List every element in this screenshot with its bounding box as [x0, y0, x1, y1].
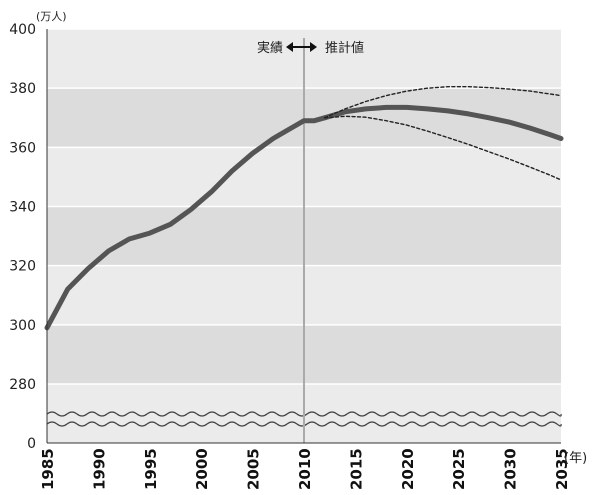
- y-tick-labels: 0 280 300 320 340 360 380 400: [9, 22, 36, 452]
- y-tick-label: 280: [9, 377, 36, 393]
- x-tick-label: 2015: [347, 448, 365, 490]
- y-axis-unit-label: (万人): [36, 10, 67, 23]
- x-tick-label: 2020: [399, 448, 417, 490]
- break-wave-lower: [46, 421, 562, 427]
- y-tick-label: 360: [9, 140, 36, 156]
- series-layer: [44, 85, 564, 331]
- y-tick-label: 340: [9, 200, 36, 216]
- y-tick-label: 380: [9, 81, 36, 97]
- x-tick-label: 2010: [296, 448, 314, 490]
- x-tick-label: 1985: [39, 448, 57, 490]
- actual-annotation: 実績: [257, 40, 283, 56]
- x-axis-unit-label: (年): [564, 451, 587, 466]
- x-tick-label: 2030: [502, 448, 520, 490]
- y-tick-label: 0: [27, 436, 36, 452]
- x-tick-label: 2025: [450, 448, 468, 490]
- x-tick-label: 2035: [553, 448, 571, 490]
- x-tick-labels: 1985 1990 1995 2000 2005 2010 2015 2020 2025 2030…: [39, 448, 571, 490]
- x-tick-label: 2005: [245, 448, 263, 490]
- y-tick-label: 300: [9, 318, 36, 334]
- series-line-3: [323, 85, 562, 119]
- double-arrow-icon: [286, 42, 317, 52]
- x-tick-label: 1995: [142, 448, 160, 490]
- series-line-1: [44, 115, 328, 331]
- series-line-4: [323, 115, 562, 181]
- series-line-2: [322, 104, 564, 141]
- x-tick-label: 2000: [193, 448, 211, 490]
- break-wave-upper: [46, 411, 562, 417]
- y-tick-label: 400: [9, 22, 36, 38]
- x-tick-label: 1990: [90, 448, 108, 490]
- y-tick-label: 320: [9, 259, 36, 275]
- estimate-annotation: 推計値: [325, 40, 364, 56]
